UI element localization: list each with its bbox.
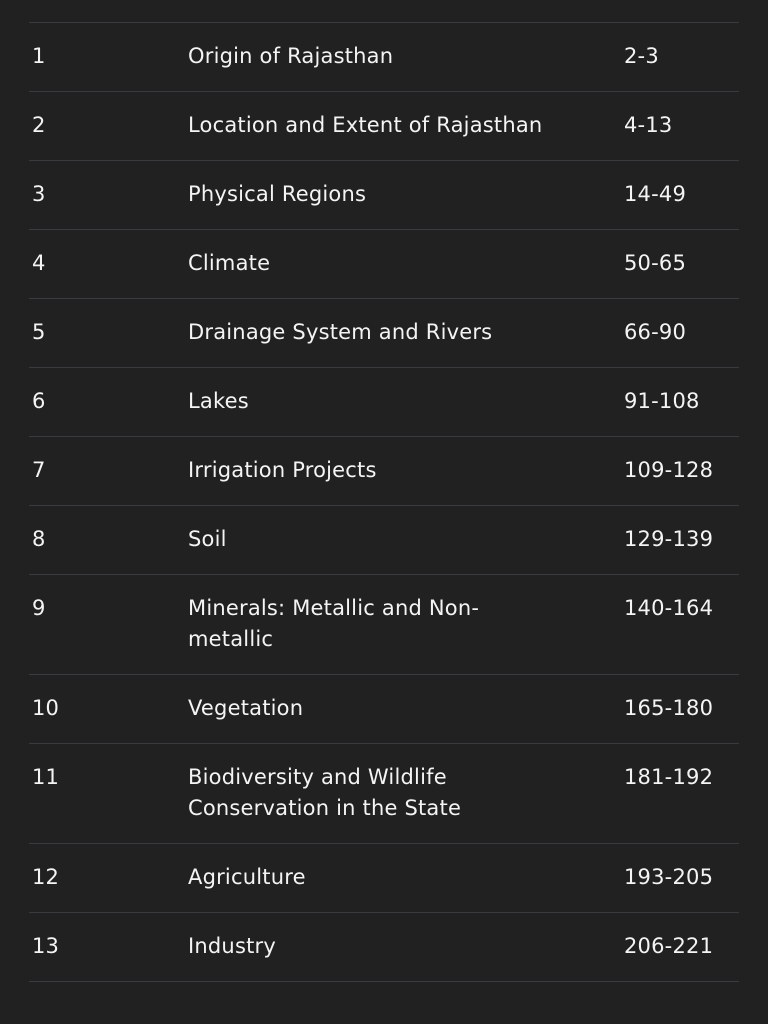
chapter-title: Vegetation xyxy=(188,696,304,720)
chapter-number: 2 xyxy=(32,113,46,137)
page-range: 140-164 xyxy=(624,596,714,620)
table-row: 9 Minerals: Metallic and Non-metallic 140-… xyxy=(29,575,739,675)
chapter-title: Industry xyxy=(188,934,276,958)
chapter-number: 5 xyxy=(32,320,46,344)
chapter-title: Agriculture xyxy=(188,865,306,889)
table-row: 6 Lakes 91-108 xyxy=(29,368,739,437)
page-range: 181-192 xyxy=(624,765,714,789)
table-row: 12 Agriculture 193-205 xyxy=(29,844,739,913)
page-range: 129-139 xyxy=(624,527,714,551)
page-range: 2-3 xyxy=(624,44,659,68)
table-row: 10 Vegetation 165-180 xyxy=(29,675,739,744)
chapter-title: Irrigation Projects xyxy=(188,458,377,482)
page-range: 14-49 xyxy=(624,182,687,206)
chapter-number: 10 xyxy=(32,696,60,720)
chapter-title: Soil xyxy=(188,527,227,551)
chapter-number: 1 xyxy=(32,44,46,68)
page-range: 91-108 xyxy=(624,389,700,413)
table-row: 7 Irrigation Projects 109-128 xyxy=(29,437,739,506)
chapter-number: 12 xyxy=(32,865,60,889)
chapter-title: Climate xyxy=(188,251,271,275)
page-range: 4-13 xyxy=(624,113,673,137)
chapter-number: 4 xyxy=(32,251,46,275)
table-row: 13 Industry 206-221 xyxy=(29,913,739,982)
page-range: 165-180 xyxy=(624,696,714,720)
table-row: 3 Physical Regions 14-49 xyxy=(29,161,739,230)
chapter-title: Drainage System and Rivers xyxy=(188,320,493,344)
page-range: 50-65 xyxy=(624,251,687,275)
page-range: 66-90 xyxy=(624,320,687,344)
contents-table: 1 Origin of Rajasthan 2-3 2 Location and Ext… xyxy=(29,22,739,982)
page-range: 109-128 xyxy=(624,458,714,482)
table-row: 11 Biodiversity and Wildlife Conservation… xyxy=(29,744,739,844)
table-row: 5 Drainage System and Rivers 66-90 xyxy=(29,299,739,368)
chapter-number: 6 xyxy=(32,389,46,413)
chapter-number: 9 xyxy=(32,596,46,620)
chapter-title: Minerals: Metallic and Non-metallic xyxy=(188,596,480,651)
chapter-number: 13 xyxy=(32,934,60,958)
chapter-title: Physical Regions xyxy=(188,182,367,206)
table-row: 8 Soil 129-139 xyxy=(29,506,739,575)
table-row: 2 Location and Extent of Rajasthan 4-13 xyxy=(29,92,739,161)
chapter-title: Origin of Rajasthan xyxy=(188,44,394,68)
table-row: 1 Origin of Rajasthan 2-3 xyxy=(29,23,739,92)
chapter-title: Lakes xyxy=(188,389,249,413)
page-range: 206-221 xyxy=(624,934,714,958)
chapter-number: 3 xyxy=(32,182,46,206)
chapter-number: 7 xyxy=(32,458,46,482)
chapter-number: 8 xyxy=(32,527,46,551)
chapter-number: 11 xyxy=(32,765,60,789)
chapter-title: Location and Extent of Rajasthan xyxy=(188,113,543,137)
chapter-title: Biodiversity and Wildlife Conservation i… xyxy=(188,765,462,820)
page-range: 193-205 xyxy=(624,865,714,889)
table-row: 4 Climate 50-65 xyxy=(29,230,739,299)
